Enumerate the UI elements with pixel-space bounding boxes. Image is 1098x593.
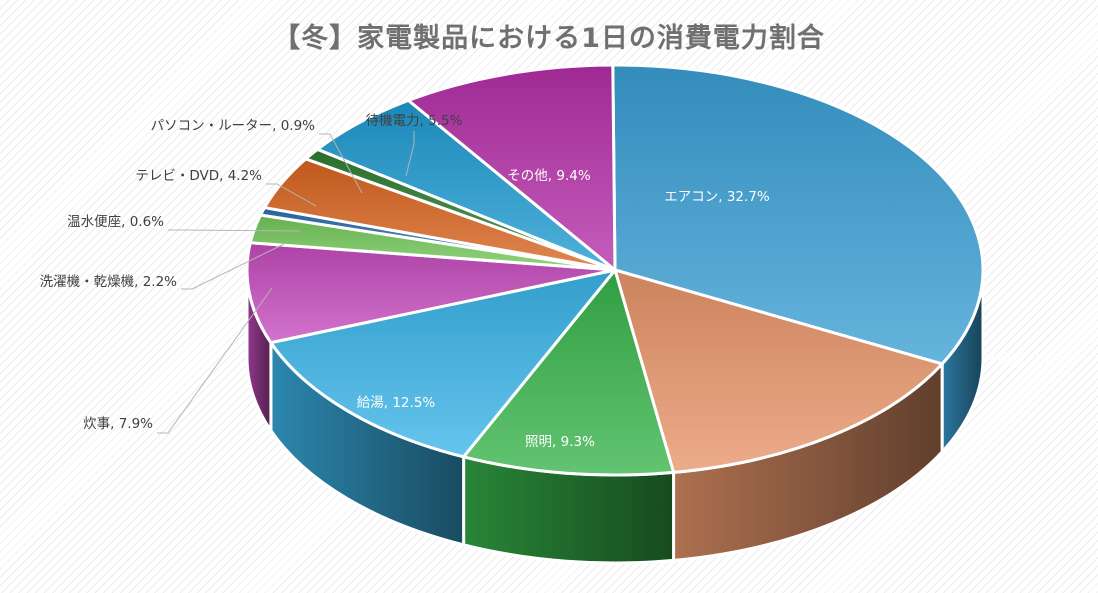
chart-title: 【冬】家電製品における1日の消費電力割合 — [273, 23, 825, 54]
leader-line-washlet — [168, 229, 301, 232]
pie-slice-fridge — [613, 268, 944, 474]
data-label-cooking: 炊事, 7.9% — [83, 416, 153, 432]
pie-top — [245, 63, 985, 477]
data-label-other: その他, 9.4% — [507, 168, 591, 184]
pie-data-labels: エアコン, 32.7% 冷蔵庫, 14.9% 照明, 9.3% 給湯, 12.5% 炊事… — [40, 113, 1077, 450]
leader-line-cooking — [157, 287, 273, 434]
data-label-pc: パソコン・ルーター, 0.9% — [151, 118, 316, 134]
data-label-lighting: 照明, 9.3% — [525, 434, 595, 450]
data-label-washlet: 温水便座, 0.6% — [67, 214, 164, 230]
pie-slice-hotwater — [269, 268, 617, 459]
data-label-fridge: 冷蔵庫, 14.9% — [984, 352, 1076, 368]
leader-line-standby — [405, 131, 415, 177]
pie-slice-other — [406, 63, 617, 272]
leader-line-tv — [266, 183, 317, 207]
leader-line-laundry — [181, 243, 285, 290]
data-label-standby: 待機電力, 5.5% — [366, 113, 463, 129]
pie-slice-lighting — [462, 268, 676, 477]
pie-slice-cooking — [245, 241, 617, 345]
pie-slice-aircon — [611, 63, 985, 366]
data-label-laundry: 洗濯機・乾燥機, 2.2% — [40, 274, 178, 290]
data-label-aircon: エアコン, 32.7% — [664, 189, 770, 205]
leader-line-pc — [319, 133, 363, 194]
data-label-hotwater: 給湯, 12.5% — [357, 394, 436, 411]
data-label-tv: テレビ・DVD, 4.2% — [135, 168, 262, 184]
